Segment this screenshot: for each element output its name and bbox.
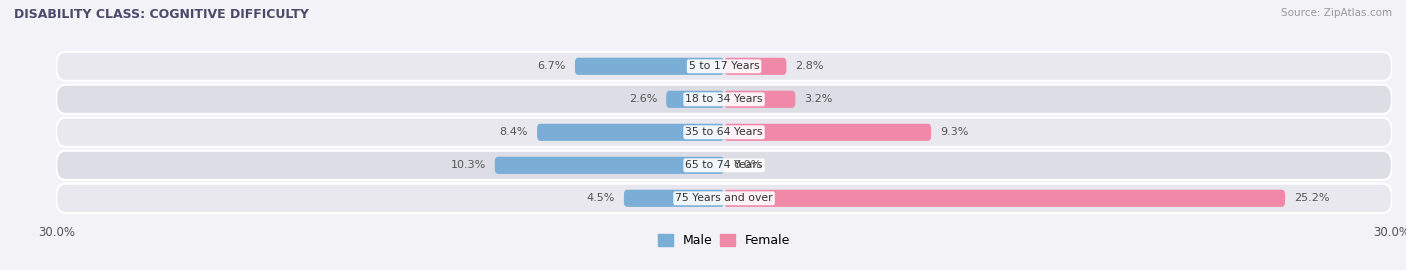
FancyBboxPatch shape: [575, 58, 724, 75]
FancyBboxPatch shape: [56, 184, 1392, 213]
Text: DISABILITY CLASS: COGNITIVE DIFFICULTY: DISABILITY CLASS: COGNITIVE DIFFICULTY: [14, 8, 309, 21]
Text: 0.0%: 0.0%: [733, 160, 761, 170]
Text: 18 to 34 Years: 18 to 34 Years: [685, 94, 763, 104]
Legend: Male, Female: Male, Female: [658, 234, 790, 247]
FancyBboxPatch shape: [56, 151, 1392, 180]
Text: 6.7%: 6.7%: [537, 61, 567, 71]
FancyBboxPatch shape: [537, 124, 724, 141]
Text: 5 to 17 Years: 5 to 17 Years: [689, 61, 759, 71]
FancyBboxPatch shape: [624, 190, 724, 207]
Text: 8.4%: 8.4%: [499, 127, 529, 137]
FancyBboxPatch shape: [724, 58, 786, 75]
Text: 10.3%: 10.3%: [451, 160, 486, 170]
Text: 75 Years and over: 75 Years and over: [675, 193, 773, 203]
Text: 9.3%: 9.3%: [941, 127, 969, 137]
Text: 4.5%: 4.5%: [586, 193, 614, 203]
FancyBboxPatch shape: [56, 85, 1392, 114]
FancyBboxPatch shape: [666, 91, 724, 108]
Text: 25.2%: 25.2%: [1294, 193, 1330, 203]
FancyBboxPatch shape: [56, 52, 1392, 81]
Text: 35 to 64 Years: 35 to 64 Years: [685, 127, 763, 137]
Text: 2.6%: 2.6%: [628, 94, 658, 104]
Text: 65 to 74 Years: 65 to 74 Years: [685, 160, 763, 170]
FancyBboxPatch shape: [724, 124, 931, 141]
FancyBboxPatch shape: [724, 91, 796, 108]
Text: 2.8%: 2.8%: [796, 61, 824, 71]
Text: 3.2%: 3.2%: [804, 94, 832, 104]
FancyBboxPatch shape: [724, 190, 1285, 207]
FancyBboxPatch shape: [495, 157, 724, 174]
Text: Source: ZipAtlas.com: Source: ZipAtlas.com: [1281, 8, 1392, 18]
FancyBboxPatch shape: [56, 118, 1392, 147]
